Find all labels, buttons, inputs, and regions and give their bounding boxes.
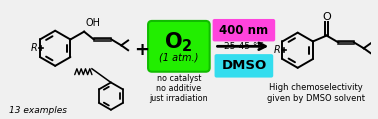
FancyBboxPatch shape — [148, 21, 210, 72]
Text: OH: OH — [85, 18, 100, 28]
Text: $\mathbf{O_2}$: $\mathbf{O_2}$ — [164, 31, 193, 54]
Text: O: O — [322, 12, 331, 22]
Text: no catalyst
no additive
just irradiation: no catalyst no additive just irradiation — [150, 74, 208, 103]
FancyBboxPatch shape — [215, 54, 273, 78]
Text: 400 nm: 400 nm — [219, 24, 268, 37]
Text: 13 examples: 13 examples — [9, 106, 67, 115]
Text: DMSO: DMSO — [221, 59, 266, 72]
FancyBboxPatch shape — [212, 19, 275, 41]
Text: R: R — [31, 43, 38, 53]
Text: (1 atm.): (1 atm.) — [159, 52, 198, 62]
Text: High chemoselectivity
given by DMSO solvent: High chemoselectivity given by DMSO solv… — [267, 83, 365, 103]
Text: +: + — [134, 41, 149, 59]
Text: R: R — [274, 45, 280, 55]
Text: 25-45 °C: 25-45 °C — [224, 42, 264, 51]
